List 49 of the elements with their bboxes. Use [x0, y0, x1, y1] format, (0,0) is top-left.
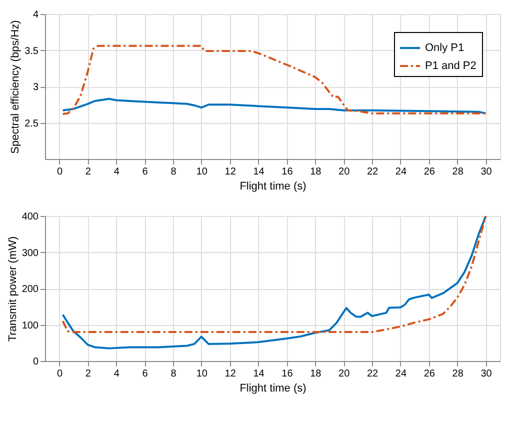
x-tick-label: 16	[282, 368, 294, 380]
x-tick-label: 20	[338, 368, 350, 380]
x-tick-label: 30	[480, 368, 492, 380]
y-tick-label: 2.5	[24, 118, 39, 130]
x-tick-label: 20	[338, 166, 350, 178]
x-tick-label: 14	[253, 166, 265, 178]
y-tick-label: 0	[32, 356, 39, 368]
x-tick-label: 30	[480, 166, 492, 178]
x-tick-label: 8	[170, 368, 177, 380]
x-tick-label: 12	[224, 368, 236, 380]
y-tick-label: 400	[22, 212, 39, 222]
x-tick-label: 22	[366, 368, 379, 380]
line-series	[62, 98, 487, 114]
x-tick-label: 2	[85, 368, 92, 380]
y-tick-label: 300	[22, 248, 39, 259]
x-tick-label: 22	[366, 166, 379, 178]
x-tick-label: 6	[142, 368, 148, 380]
x-tick-label: 28	[452, 166, 464, 178]
legend-label: P1 and P2	[425, 60, 476, 72]
x-tick-label: 26	[424, 166, 436, 178]
x-tick-label: 0	[56, 368, 63, 380]
x-tick-label: 24	[395, 368, 407, 380]
x-tick-label: 8	[170, 166, 177, 178]
line-series	[62, 44, 487, 116]
x-axis-title: Flight time (s)	[240, 180, 306, 192]
x-tick-label: 14	[253, 368, 265, 380]
legend-label: Only P1	[425, 42, 464, 54]
x-tick-label: 28	[452, 368, 464, 380]
y-tick-label: 3.5	[24, 46, 39, 57]
x-tick-label: 18	[310, 368, 322, 380]
y-tick-label: 3	[32, 82, 39, 93]
x-tick-label: 10	[196, 166, 208, 178]
x-tick-label: 24	[395, 166, 407, 178]
x-tick-label: 6	[142, 166, 148, 178]
y-axis-title: Transmit power (mW)	[6, 236, 19, 342]
x-tick-label: 2	[85, 166, 92, 178]
y-axis-title: Spectral efficiency (bps/Hz)	[10, 20, 22, 154]
x-tick-label: 18	[310, 166, 322, 178]
x-tick-label: 12	[224, 166, 236, 178]
x-tick-label: 16	[282, 166, 294, 178]
y-tick-label: 4	[32, 10, 39, 20]
x-tick-label: 26	[424, 368, 436, 380]
x-axis-title: Flight time (s)	[240, 382, 306, 394]
x-tick-label: 4	[114, 368, 120, 380]
x-tick-label: 0	[56, 166, 63, 178]
x-tick-label: 4	[114, 166, 120, 178]
y-tick-label: 200	[22, 284, 39, 295]
y-tick-label: 100	[22, 320, 39, 332]
x-tick-label: 10	[196, 368, 208, 380]
